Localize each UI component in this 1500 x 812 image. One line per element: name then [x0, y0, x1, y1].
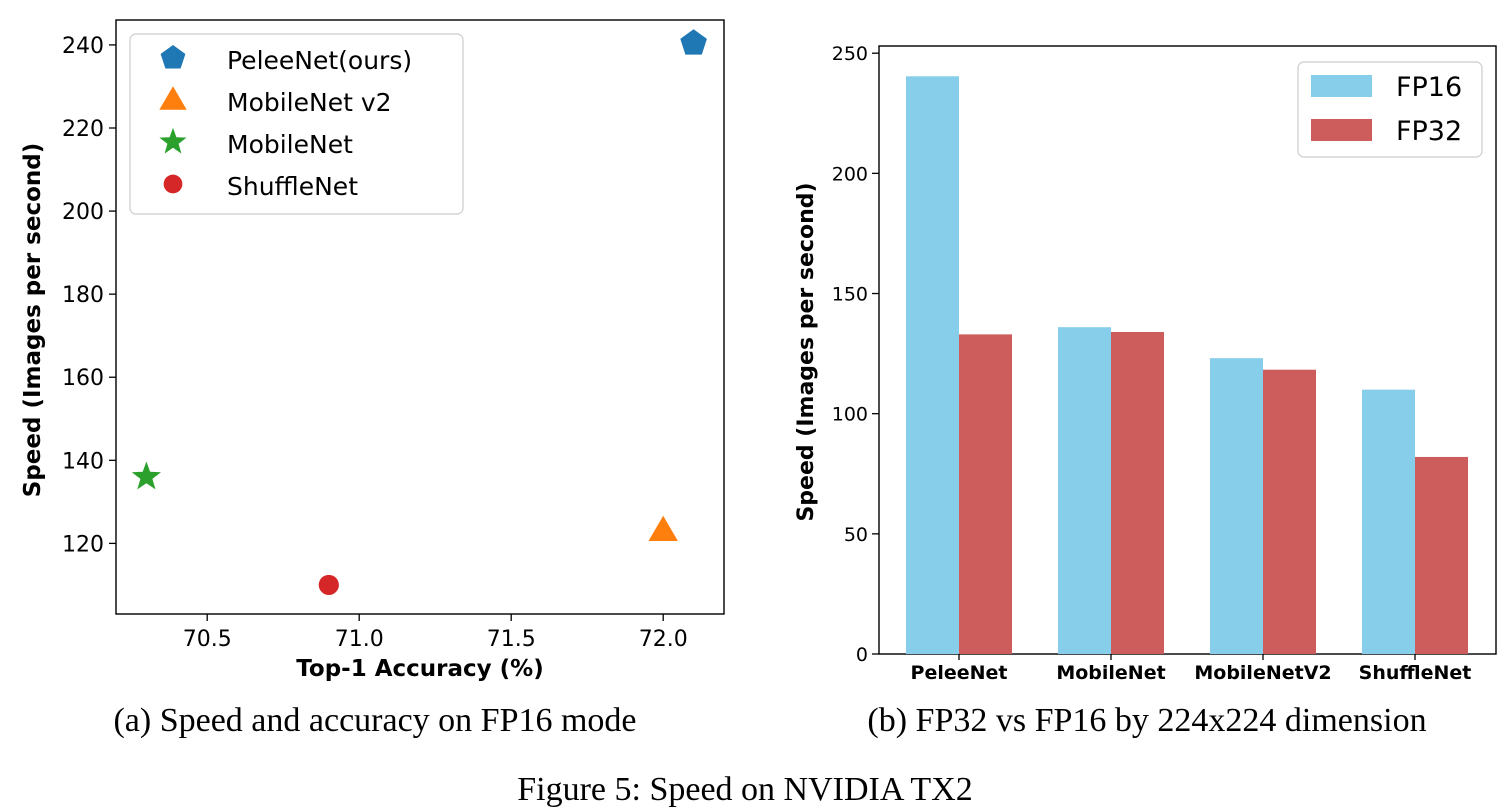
scatter-point-peleenet-ours [680, 29, 707, 55]
figure-caption: Figure 5: Speed on NVIDIA TX2 [517, 771, 973, 808]
scatter-y-tick-label: 220 [62, 117, 104, 142]
bar-x-tick-label: PeleeNet [911, 662, 1008, 684]
bar-legend-label: FP16 [1396, 72, 1462, 103]
bar-y-ticks: 0 50 100 150 200 250 [832, 43, 879, 666]
bar-y-tick-label: 250 [832, 43, 868, 65]
scatter-legend-marker [159, 86, 187, 110]
scatter-x-tick-label: 71.0 [335, 627, 384, 652]
bar-fp16-mobilenetv2 [1210, 358, 1263, 654]
bar-y-tick-label: 0 [856, 644, 868, 666]
scatter-point-mobilenet [131, 461, 161, 490]
bar-fp16-mobilenet [1058, 327, 1111, 654]
bar-series-bars [906, 76, 1468, 654]
scatter-legend-label: ShuffleNet [227, 172, 358, 201]
scatter-legend-marker [159, 127, 187, 154]
bar-fp16-peleenet [906, 76, 959, 654]
scatter-legend-marker [160, 45, 186, 69]
bar-y-tick-label: 150 [832, 284, 868, 306]
scatter-legend: PeleeNet(ours) MobileNet v2 MobileNet Shuff… [129, 33, 464, 215]
bar-legend-label: FP32 [1396, 116, 1462, 147]
bar-fp32-peleenet [959, 334, 1012, 654]
scatter-y-tick-label: 180 [62, 283, 104, 308]
scatter-x-ticks: 70.5 71.0 71.5 72.0 [183, 614, 688, 652]
bar-x-tick-label: ShuffleNet [1359, 662, 1472, 684]
bar-x-tick-label: MobileNet [1056, 662, 1165, 684]
bar-fp16-shufflenet [1362, 389, 1415, 654]
scatter-y-tick-label: 160 [62, 366, 104, 391]
bar-fp32-shufflenet [1415, 456, 1468, 654]
scatter-x-axis-label: Top-1 Accuracy (%) [296, 656, 543, 682]
bar-fp32-mobilenet [1111, 331, 1164, 654]
bar-y-tick-label: 100 [832, 404, 868, 426]
scatter-points [131, 29, 707, 596]
bar-panel: 0 50 100 150 200 250 PeleeNet MobileNet MobileN… [794, 43, 1497, 739]
bar-y-axis-label: Speed (Images per second) [794, 182, 819, 521]
bar-fp32-mobilenetv2 [1263, 369, 1316, 654]
bar-caption: (b) FP32 vs FP16 by 224x224 dimension [867, 702, 1426, 739]
bar-y-tick-label: 200 [832, 163, 868, 185]
scatter-y-tick-label: 240 [62, 34, 104, 59]
scatter-y-tick-label: 140 [62, 449, 104, 474]
bar-legend: FP16 FP32 [1297, 61, 1483, 158]
scatter-panel: 70.5 71.0 71.5 72.0 120 140 160 180 200 220 240 T… [20, 19, 725, 739]
scatter-y-tick-label: 200 [62, 200, 104, 225]
bar-legend-swatch [1311, 75, 1372, 97]
scatter-y-tick-label: 120 [62, 532, 104, 557]
scatter-legend-label: MobileNet v2 [227, 88, 392, 117]
bar-x-tick-label: MobileNetV2 [1194, 662, 1331, 684]
bar-y-tick-label: 50 [844, 524, 868, 546]
scatter-x-tick-label: 71.5 [487, 627, 536, 652]
scatter-legend-box [129, 33, 464, 215]
bar-legend-swatch [1311, 119, 1372, 141]
scatter-point-shufflenet [318, 574, 339, 596]
scatter-y-ticks: 120 140 160 180 200 220 240 [62, 34, 116, 557]
scatter-legend-label: MobileNet [227, 130, 353, 159]
scatter-legend-marker [163, 174, 183, 194]
scatter-caption: (a) Speed and accuracy on FP16 mode [113, 702, 636, 739]
bar-x-ticks: PeleeNet MobileNet MobileNetV2 ShuffleNet [911, 654, 1472, 684]
scatter-y-axis-label: Speed (Images per second) [20, 143, 46, 498]
scatter-x-tick-label: 72.0 [639, 627, 688, 652]
scatter-point-mobilenet-v2 [648, 515, 678, 541]
scatter-legend-label: PeleeNet(ours) [227, 46, 412, 75]
scatter-x-tick-label: 70.5 [183, 627, 232, 652]
